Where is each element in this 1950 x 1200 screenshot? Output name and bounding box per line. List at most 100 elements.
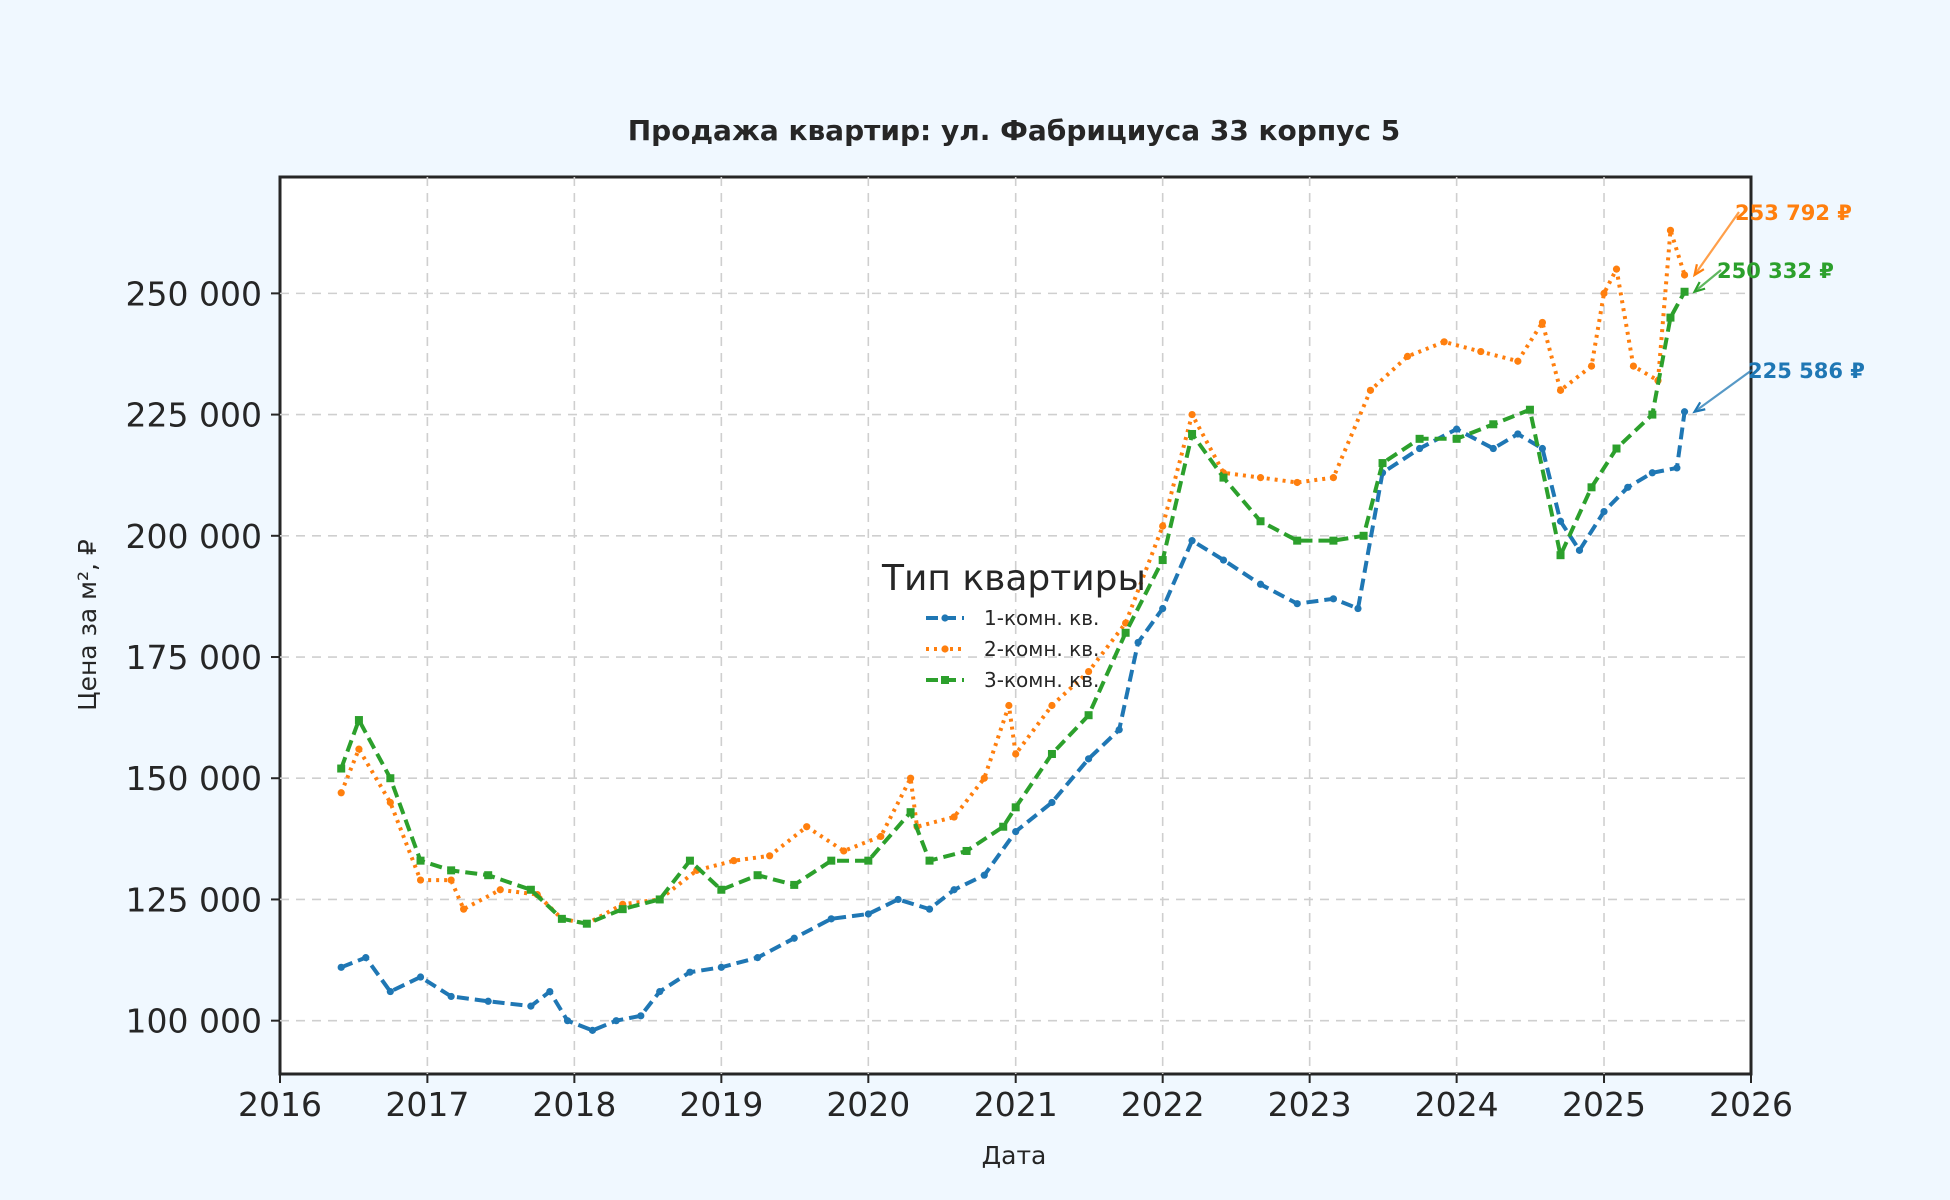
x-tick-label: 2017 <box>385 1085 469 1124</box>
data-point <box>1680 408 1689 416</box>
data-point <box>1115 726 1123 734</box>
series-line <box>340 411 1687 1033</box>
y-tick-label: 200 000 <box>126 517 262 556</box>
data-point <box>588 1026 597 1034</box>
series-3 <box>337 287 1689 928</box>
data-point <box>1453 425 1461 433</box>
data-point <box>416 973 425 981</box>
data-point <box>337 764 346 773</box>
data-point <box>1477 347 1485 356</box>
data-point <box>1415 444 1424 453</box>
annotation-arrowhead <box>1692 263 1705 278</box>
data-point <box>1629 362 1638 370</box>
data-point <box>1666 226 1675 234</box>
data-point <box>1219 556 1228 564</box>
data-point <box>686 968 694 976</box>
end-value-label: 225 586 ₽ <box>1748 359 1865 383</box>
data-point <box>1673 464 1681 472</box>
data-point <box>1256 580 1265 588</box>
data-point <box>877 832 885 841</box>
data-point <box>1366 386 1375 394</box>
data-point <box>1084 711 1093 720</box>
data-point <box>618 905 627 914</box>
data-point <box>637 1012 645 1020</box>
data-point <box>1600 289 1608 297</box>
y-tick-label: 100 000 <box>126 1002 262 1041</box>
data-point <box>1648 410 1657 419</box>
x-tick-label: 2021 <box>974 1085 1058 1124</box>
series-layer <box>337 226 1689 1034</box>
annotation-arrowhead <box>1692 401 1706 414</box>
data-point <box>950 813 958 821</box>
legend-marker <box>941 676 949 684</box>
data-point <box>1575 546 1584 554</box>
legend-entry: 2-комн. кв. <box>926 637 1099 661</box>
legend-marker <box>941 614 949 622</box>
data-point <box>717 963 725 971</box>
data-point <box>362 954 370 962</box>
annotation-arrow <box>1693 211 1740 276</box>
data-point <box>1378 459 1387 468</box>
data-point <box>354 716 363 725</box>
legend-label: 1-комн. кв. <box>984 606 1099 630</box>
y-tick-label: 175 000 <box>126 638 262 677</box>
data-point <box>582 919 591 928</box>
data-point <box>925 856 934 865</box>
data-point <box>460 905 468 913</box>
data-point <box>557 914 566 923</box>
data-point <box>1525 405 1534 414</box>
data-point <box>1159 604 1167 613</box>
data-point <box>790 880 799 889</box>
data-point <box>1293 478 1301 487</box>
legend-entry: 3-комн. кв. <box>926 668 1099 692</box>
data-point <box>1329 474 1338 482</box>
data-point <box>980 871 988 879</box>
data-point <box>1556 517 1565 525</box>
data-point <box>1415 434 1424 443</box>
data-point <box>1293 600 1301 608</box>
data-point <box>1012 750 1020 758</box>
data-point <box>1489 444 1497 453</box>
data-point <box>484 871 493 880</box>
data-point <box>717 885 726 894</box>
x-tick-label: 2023 <box>1268 1085 1352 1124</box>
legend-title: Тип квартиры <box>881 558 1146 599</box>
data-point <box>416 876 425 884</box>
data-point <box>753 954 762 962</box>
x-tick-label: 2026 <box>1709 1085 1793 1124</box>
data-point <box>980 774 988 782</box>
data-point <box>355 745 363 753</box>
data-point <box>447 866 456 875</box>
data-point <box>1048 701 1056 710</box>
data-point <box>1084 667 1093 676</box>
data-point <box>1452 434 1461 443</box>
data-point <box>1256 517 1265 526</box>
series-1 <box>337 408 1689 1034</box>
data-point <box>1134 638 1142 647</box>
data-point <box>827 915 835 923</box>
data-point <box>685 856 694 865</box>
data-point <box>1012 827 1020 836</box>
data-point <box>563 1017 572 1025</box>
data-point <box>1680 271 1689 279</box>
data-point <box>1514 357 1522 365</box>
data-point <box>907 774 915 782</box>
data-point <box>1600 507 1608 516</box>
chart-title: Продажа квартир: ул. Фабрициуса 33 корпу… <box>628 114 1401 147</box>
data-point <box>527 1002 535 1010</box>
data-point <box>416 856 425 865</box>
x-tick-label: 2019 <box>679 1085 763 1124</box>
data-point <box>484 997 492 1005</box>
data-point <box>1440 338 1448 346</box>
legend-entry: 1-комн. кв. <box>926 606 1099 630</box>
end-value-label: 250 332 ₽ <box>1717 259 1834 283</box>
legend-label: 3-комн. кв. <box>984 668 1099 692</box>
data-point <box>1587 483 1596 492</box>
data-point <box>386 774 395 783</box>
data-point <box>962 846 971 855</box>
data-point <box>1612 444 1621 453</box>
data-point <box>1680 287 1689 296</box>
annotation-arrow <box>1693 269 1722 293</box>
data-point <box>1489 420 1498 429</box>
